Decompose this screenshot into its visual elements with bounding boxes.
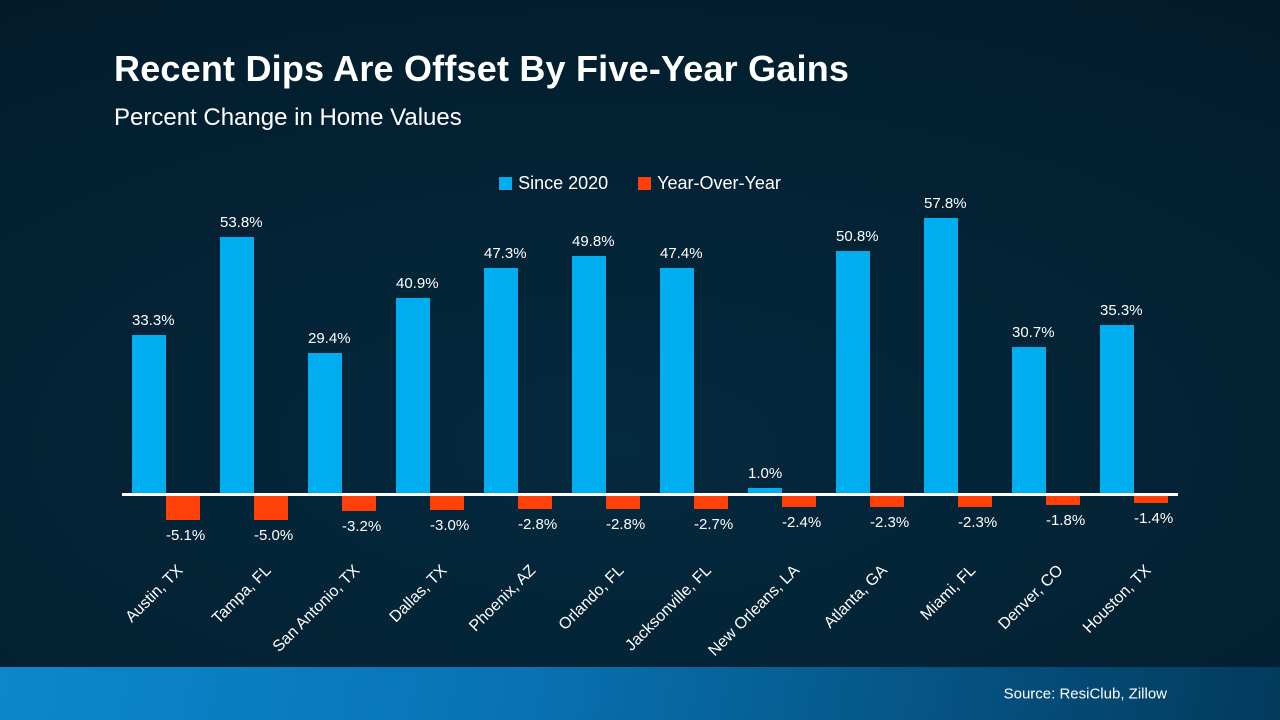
bar-since-2020 (308, 353, 342, 493)
value-label-negative: -5.0% (254, 527, 294, 544)
value-label-positive: 29.4% (308, 330, 351, 347)
x-axis-category-label: Orlando, FL (555, 562, 628, 634)
bar-year-over-year (518, 496, 552, 509)
bar-group: 47.3% -2.8% Phoenix, AZ (466, 190, 562, 650)
value-label-negative: -2.8% (518, 516, 558, 533)
value-label-negative: -2.3% (870, 514, 910, 531)
x-axis-category-label: Atlanta, GA (821, 562, 892, 632)
bar-group: 47.4% -2.7% Jacksonville, FL (623, 190, 738, 655)
bar-group: 49.8% -2.8% Orlando, FL (555, 190, 650, 650)
bar-year-over-year (1134, 496, 1168, 503)
bar-year-over-year (870, 496, 904, 507)
x-axis-category-label: Tampa, FL (209, 562, 276, 628)
source-text: Source: ResiClub, Zillow (1003, 685, 1167, 702)
value-label-negative: -2.7% (694, 516, 734, 533)
bar-group: 35.3% -1.4% Houston, TX (1080, 190, 1178, 650)
bar-since-2020 (132, 335, 166, 493)
bar-year-over-year (958, 496, 992, 507)
value-label-negative: -2.8% (606, 516, 646, 533)
bar-group: 40.9% -3.0% Dallas, TX (386, 190, 474, 650)
bar-group: 29.4% -3.2% San Antonio, TX (269, 190, 386, 656)
value-label-positive: 50.8% (836, 228, 879, 245)
value-label-positive: 47.4% (660, 245, 703, 262)
legend-item-since-2020: Since 2020 (499, 173, 608, 194)
value-label-positive: 40.9% (396, 275, 439, 292)
value-label-positive: 57.8% (924, 195, 967, 212)
bar-since-2020 (836, 251, 870, 493)
legend-swatch-icon (499, 176, 513, 190)
legend-item-year-over-year: Year-Over-Year (638, 173, 781, 194)
bar-since-2020 (924, 218, 958, 493)
x-axis-line (122, 493, 1178, 496)
bar-year-over-year (254, 496, 288, 520)
value-label-negative: -3.0% (430, 517, 470, 534)
bar-since-2020 (1012, 347, 1046, 493)
bar-group: 57.8% -2.3% Miami, FL (914, 190, 1002, 650)
bar-year-over-year (782, 496, 816, 507)
value-label-positive: 47.3% (484, 245, 527, 262)
x-axis-category-label: Phoenix, AZ (465, 562, 540, 636)
value-label-negative: -3.2% (342, 518, 382, 535)
bar-year-over-year (430, 496, 464, 510)
x-axis-category-label: Austin, TX (123, 562, 188, 627)
bar-since-2020 (396, 298, 430, 493)
value-label-positive: 1.0% (748, 465, 783, 482)
bar-groups: 33.3% -5.1% Austin, TX 53.8% -5.0% Tampa, FL 2… (122, 190, 1178, 660)
legend: Since 2020 Year-Over-Year (0, 172, 1280, 194)
bar-since-2020 (748, 488, 782, 493)
chart-subtitle: Percent Change in Home Values (114, 104, 462, 131)
bar-year-over-year (166, 496, 200, 520)
value-label-negative: -2.3% (958, 514, 998, 531)
bar-since-2020 (484, 268, 518, 493)
value-label-negative: -2.4% (782, 514, 822, 531)
bar-year-over-year (606, 496, 640, 509)
bar-group: 30.7% -1.8% Denver, CO (996, 190, 1090, 650)
value-label-positive: 49.8% (572, 233, 615, 250)
legend-label: Since 2020 (518, 172, 609, 193)
bar-since-2020 (572, 256, 606, 493)
bar-year-over-year (1046, 496, 1080, 505)
value-label-negative: -1.8% (1046, 512, 1086, 529)
bar-chart: 33.3% -5.1% Austin, TX 53.8% -5.0% Tampa, FL 2… (122, 190, 1178, 660)
value-label-positive: 30.7% (1012, 324, 1055, 341)
bar-group: 33.3% -5.1% Austin, TX (122, 190, 210, 650)
bar-since-2020 (660, 268, 694, 493)
value-label-positive: 35.3% (1100, 302, 1143, 319)
value-label-positive: 53.8% (220, 214, 263, 231)
bar-year-over-year (694, 496, 728, 509)
bar-since-2020 (220, 237, 254, 493)
x-axis-category-label: Miami, FL (917, 562, 980, 624)
chart-title: Recent Dips Are Offset By Five-Year Gain… (114, 48, 850, 89)
bar-since-2020 (1100, 325, 1134, 493)
bar-group: 50.8% -2.3% Atlanta, GA (821, 190, 914, 650)
x-axis-category-label: Dallas, TX (387, 562, 452, 627)
bar-group: 53.8% -5.0% Tampa, FL (210, 190, 298, 650)
x-axis-category-label: Denver, CO (995, 562, 1068, 634)
x-axis-category-label: Houston, TX (1080, 562, 1156, 637)
bar-group: 1.0% -2.4% New Orleans, LA (705, 190, 826, 660)
value-label-negative: -1.4% (1134, 510, 1174, 527)
value-label-positive: 33.3% (132, 312, 175, 329)
footer-bar: Source: ResiClub, Zillow (0, 667, 1280, 720)
bar-year-over-year (342, 496, 376, 511)
legend-label: Year-Over-Year (657, 172, 781, 193)
legend-swatch-icon (638, 176, 652, 190)
value-label-negative: -5.1% (166, 527, 206, 544)
